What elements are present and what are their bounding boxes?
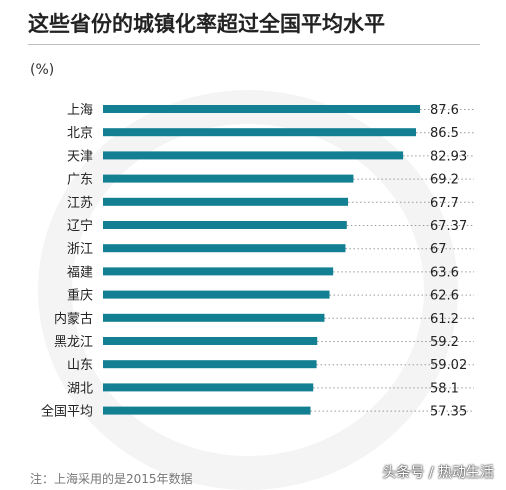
- category-label: 黑龙江: [54, 335, 93, 350]
- unit-label: (%): [30, 62, 55, 78]
- value-label: 59.02: [430, 358, 467, 373]
- bar-3: [103, 174, 354, 183]
- value-label: 87.6: [430, 103, 459, 118]
- category-label: 天津: [67, 149, 93, 164]
- category-label: 浙江: [67, 242, 93, 257]
- bar-5: [103, 221, 347, 229]
- value-label: 86.5: [430, 126, 459, 141]
- value-label: 58.1: [430, 381, 459, 396]
- value-label: 62.6: [430, 289, 459, 304]
- value-label: 67.37: [430, 219, 467, 234]
- bar-0: [103, 105, 420, 113]
- bar-12: [103, 383, 314, 392]
- value-label: 61.2: [430, 312, 459, 327]
- bar-10: [103, 337, 318, 345]
- bar-13: [103, 406, 311, 415]
- category-label: 江苏: [67, 195, 93, 211]
- source-watermark: 头条号 / 热动生活: [382, 465, 494, 481]
- bar-2: [103, 151, 404, 160]
- bar-1: [103, 128, 417, 137]
- bar-6: [103, 244, 346, 253]
- bar-11: [103, 360, 317, 369]
- bar-8: [103, 290, 330, 299]
- bar-4: [103, 197, 348, 206]
- category-label: 湖北: [67, 381, 93, 396]
- value-label: 67: [430, 242, 447, 257]
- chart-title: 这些省份的城镇化率超过全国平均水平: [28, 12, 385, 36]
- category-label: 全国平均: [41, 404, 93, 420]
- category-label: 山东: [67, 358, 93, 373]
- category-label: 辽宁: [67, 218, 93, 234]
- category-label: 北京: [67, 126, 93, 141]
- value-label: 67.7: [430, 196, 459, 211]
- value-label: 57.35: [430, 405, 467, 420]
- bar-7: [103, 267, 334, 276]
- value-label: 59.2: [430, 335, 459, 350]
- category-label: 重庆: [67, 288, 93, 304]
- footnote: 注：上海采用的是2015年数据: [30, 472, 193, 486]
- category-label: 福建: [67, 265, 93, 280]
- title-divider: [28, 44, 480, 45]
- value-label: 63.6: [430, 265, 459, 280]
- value-label: 69.2: [430, 173, 459, 188]
- category-label: 内蒙古: [54, 311, 93, 327]
- value-label: 82.93: [430, 149, 467, 164]
- category-label: 广东: [67, 173, 93, 188]
- category-label: 上海: [67, 103, 93, 118]
- bar-9: [103, 313, 325, 322]
